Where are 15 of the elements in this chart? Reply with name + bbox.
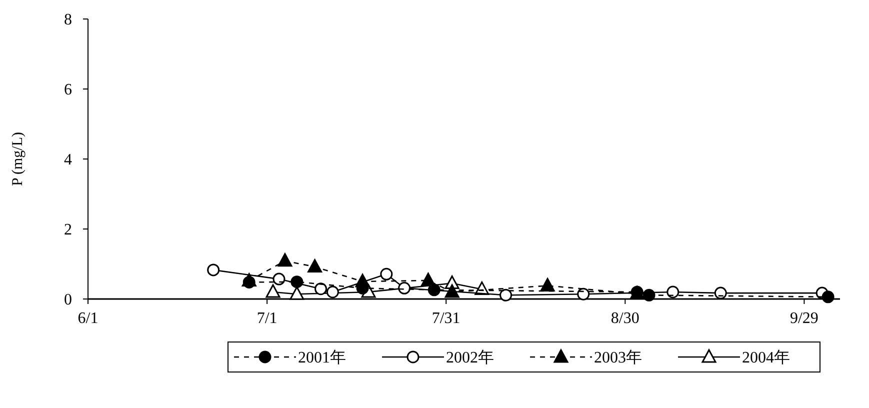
y-tick-label: 6 — [64, 82, 72, 99]
y-tick-label: 0 — [64, 292, 72, 309]
x-tick-label: 7/1 — [256, 310, 278, 327]
x-tick-label: 9/29 — [790, 310, 818, 327]
x-tick-label: 6/1 — [78, 310, 98, 327]
legend-label: 2003年 — [594, 350, 642, 367]
x-tick-label: 8/30 — [610, 310, 640, 327]
legend-label: 2002年 — [446, 350, 494, 367]
y-tick-label: 8 — [64, 12, 72, 29]
legend-label: 2004年 — [742, 350, 790, 367]
y-axis-title: P (mg/L) — [10, 132, 26, 186]
y-tick-label: 4 — [64, 152, 72, 169]
y-tick-label: 2 — [64, 222, 72, 239]
legend-label: 2001年 — [298, 350, 346, 367]
x-tick-label: 7/31 — [432, 310, 460, 327]
